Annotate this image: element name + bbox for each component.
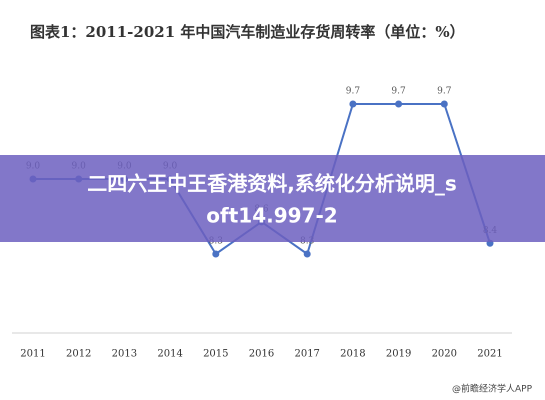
source: @前瞻经济学人APP <box>452 383 533 395</box>
value-label: 9.7 <box>437 87 452 97</box>
x-tick-label: 2018 <box>340 349 365 360</box>
banner <box>0 155 545 242</box>
x-tick-label: 2012 <box>66 349 91 360</box>
marker <box>303 250 311 258</box>
x-tick-label: 2015 <box>203 349 228 360</box>
x-tick-label: 2019 <box>386 349 411 360</box>
x-tick-label: 2020 <box>432 349 457 360</box>
banner-text: 二四六王中王香港资料,系统化分析说明_s <box>87 172 457 196</box>
x-tick-label: 2021 <box>477 349 502 360</box>
x-tick-label: 2014 <box>157 349 182 360</box>
value-label: 9.7 <box>391 87 406 97</box>
marker <box>395 100 403 108</box>
x-tick-label: 2016 <box>249 349 274 360</box>
x-tick-label: 2011 <box>20 349 45 360</box>
chart-title: 图表1：2011-2021 年中国汽车制造业存货周转率（单位：%） <box>30 23 465 41</box>
marker <box>212 250 220 258</box>
banner-text: oft14.997-2 <box>206 204 337 228</box>
marker <box>440 100 448 108</box>
x-tick-label: 2017 <box>294 349 319 360</box>
marker <box>349 100 357 108</box>
x-tick-label: 2013 <box>112 349 137 360</box>
value-label: 9.7 <box>346 87 361 97</box>
